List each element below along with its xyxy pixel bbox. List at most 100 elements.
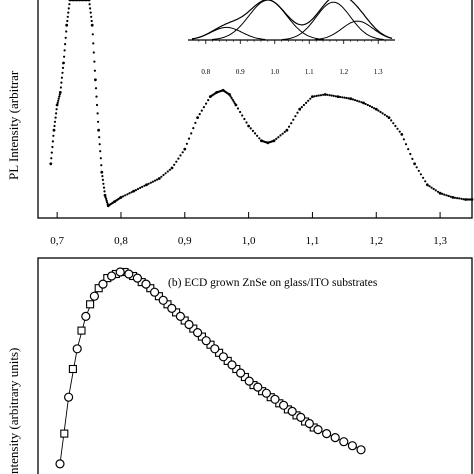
circle-point — [304, 418, 314, 429]
data-point — [290, 122, 293, 125]
data-point — [128, 192, 131, 195]
data-point — [283, 130, 286, 133]
panel-b: ntensity (arbitrary units) (b) ECD grown… — [6, 257, 473, 474]
data-point — [419, 173, 422, 176]
circle-point — [218, 352, 228, 362]
data-point — [56, 101, 59, 104]
data-point — [168, 168, 171, 171]
data-point — [202, 106, 205, 109]
circle-point — [193, 328, 203, 338]
data-point — [415, 166, 418, 169]
data-point — [58, 95, 61, 98]
data-point — [272, 139, 276, 143]
data-point — [230, 96, 233, 100]
data-point — [302, 103, 305, 107]
inset-x-ticks: 0.8 0.9 1.0 1.1 1.2 1.3 — [198, 40, 386, 76]
data-point — [470, 198, 474, 201]
x-tick-label: 0,7 — [50, 235, 64, 247]
data-point — [462, 198, 465, 201]
inset-x-tick-label: 1.1 — [305, 68, 314, 76]
data-point — [177, 157, 180, 160]
data-point — [251, 129, 254, 132]
data-point — [185, 142, 188, 145]
data-point — [445, 194, 448, 197]
data-point — [100, 170, 104, 174]
data-point — [281, 132, 284, 135]
circle-point — [167, 303, 177, 313]
data-point — [187, 137, 191, 140]
panel-b-ylabel: ntensity (arbitrary units) — [6, 348, 21, 474]
circle-point — [244, 376, 254, 386]
circle-point — [201, 336, 211, 346]
inset-x-tick-label: 1.3 — [374, 68, 383, 76]
inset-curves — [191, 0, 393, 41]
data-point — [134, 189, 137, 192]
data-point — [362, 101, 365, 105]
data-point — [292, 118, 295, 121]
data-point — [458, 197, 461, 200]
circle-point — [150, 287, 160, 297]
data-point — [65, 23, 69, 27]
x-tick-label: 1,0 — [242, 235, 256, 247]
data-point — [160, 175, 163, 178]
circle-point — [227, 360, 237, 370]
panel-a-x-ticks: 0,7 0,8 0,9 1,0 1,1 1,2 1,3 — [50, 212, 447, 247]
panel-b-frame — [37, 257, 473, 474]
data-point — [424, 180, 427, 183]
data-point — [434, 189, 437, 192]
data-point — [309, 97, 312, 100]
data-point — [277, 136, 280, 139]
data-point — [90, 23, 94, 27]
inset-x-tick-label: 1.2 — [339, 68, 348, 76]
data-point — [99, 150, 102, 153]
data-point — [92, 51, 95, 54]
data-point — [398, 130, 401, 133]
data-point — [330, 94, 333, 97]
circle-point — [98, 279, 108, 289]
data-point — [63, 49, 66, 52]
data-point — [453, 196, 457, 199]
data-point — [285, 128, 289, 132]
data-point — [404, 143, 408, 146]
data-point — [411, 157, 414, 160]
data-point — [91, 33, 94, 36]
data-point — [61, 71, 64, 74]
data-point — [334, 95, 337, 98]
circle-point — [347, 441, 357, 451]
circle-point — [356, 445, 366, 455]
data-point — [98, 136, 101, 139]
circle-point — [287, 406, 297, 416]
circle-point — [339, 437, 349, 447]
panel-a-ylabel: PL Intensity (arbitrar — [6, 70, 21, 180]
data-point — [51, 145, 54, 149]
data-point — [339, 95, 342, 99]
data-point — [62, 61, 65, 65]
data-point — [162, 173, 165, 177]
data-point — [402, 138, 405, 141]
data-point — [149, 181, 152, 184]
data-point — [96, 112, 99, 115]
data-point — [296, 111, 299, 114]
data-point — [349, 97, 353, 101]
circle-point — [89, 291, 100, 301]
data-point — [353, 99, 357, 102]
inset-x-tick-label: 1.0 — [270, 68, 279, 76]
data-point — [374, 107, 378, 111]
data-point — [68, 3, 71, 6]
data-point — [368, 104, 371, 108]
panel-a: PL Intensity (arbitrar 0,7 0,8 0,9 1,0 1,1 1,… — [6, 0, 474, 247]
data-point — [449, 195, 452, 198]
data-point — [390, 119, 393, 122]
circle-point — [55, 459, 65, 469]
data-point — [94, 78, 97, 82]
inset-component — [191, 26, 266, 40]
data-point — [58, 91, 62, 94]
data-point — [101, 178, 104, 181]
circle-point — [115, 267, 125, 277]
data-point — [394, 124, 397, 128]
data-point — [181, 151, 184, 154]
data-point — [228, 93, 231, 96]
data-point — [198, 113, 201, 116]
data-point — [247, 124, 251, 128]
